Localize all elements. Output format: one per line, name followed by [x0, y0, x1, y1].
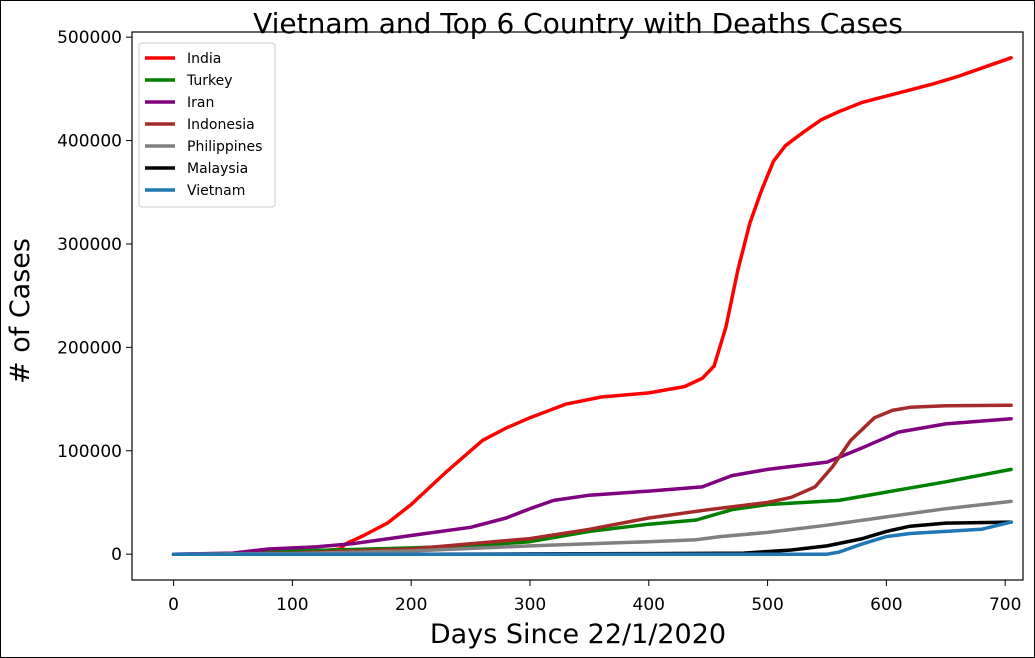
plot-frame [131, 31, 1024, 581]
x-tick-label: 300 [514, 595, 546, 615]
series-line-india [171, 56, 1013, 556]
legend-label-turkey: Turkey [186, 73, 233, 89]
x-tick-label: 100 [276, 595, 308, 615]
x-tick-label: 500 [751, 595, 783, 615]
series-line-vietnam [171, 520, 1013, 556]
y-axis-label: # of Cases [5, 238, 36, 384]
chart-title: Vietnam and Top 6 Country with Deaths Ca… [253, 7, 903, 40]
x-axis-label: Days Since 22/1/2020 [430, 619, 726, 650]
y-tick-label: 0 [111, 545, 122, 565]
y-tick-label: 200000 [57, 338, 122, 358]
x-tick-label: 0 [168, 595, 179, 615]
y-tick-label: 500000 [57, 28, 122, 48]
legend-label-vietnam: Vietnam [187, 183, 245, 199]
series-line-iran [171, 416, 1013, 556]
series-line-indonesia [171, 403, 1013, 556]
legend-label-indonesia: Indonesia [187, 117, 255, 133]
legend-label-malaysia: Malaysia [187, 161, 248, 177]
series-line-philippines [171, 499, 1013, 556]
x-tick-label: 200 [395, 595, 427, 615]
x-tick-label: 700 [989, 595, 1021, 615]
legend-label-philippines: Philippines [187, 139, 262, 155]
y-tick-label: 100000 [57, 442, 122, 462]
y-tick-label: 300000 [57, 235, 122, 255]
series-line-turkey [171, 467, 1013, 556]
x-tick-label: 400 [633, 595, 665, 615]
legend-label-india: India [187, 51, 221, 67]
legend [138, 42, 276, 208]
y-tick-label: 400000 [57, 132, 122, 152]
x-tick-label: 600 [870, 595, 902, 615]
plot-area: 0 100 200 300 400 500 600 700 0 100000 200000 30000… [57, 28, 1024, 615]
legend-label-iran: Iran [187, 95, 214, 111]
